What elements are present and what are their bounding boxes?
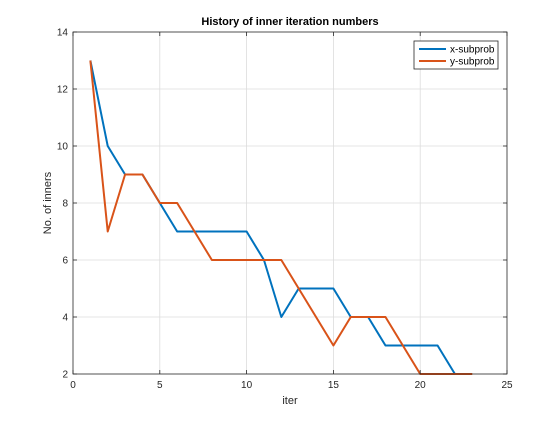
y-tick-label: 14: [57, 28, 69, 39]
ticks: 0 5 10 15 20 25 2 4 6 8 10 12 14: [57, 28, 513, 392]
x-tick-label: 5: [157, 380, 163, 391]
y-axis-label: No. of inners: [42, 171, 54, 234]
grid: [73, 32, 507, 374]
y-tick-label: 12: [57, 85, 69, 96]
legend: x-subprob y-subprob: [413, 40, 499, 70]
legend-box: [413, 40, 499, 70]
y-tick-label: 8: [62, 199, 68, 210]
y-tick-label: 10: [57, 142, 69, 153]
y-tick-label: 2: [62, 370, 68, 381]
series-layer: [89, 60, 473, 375]
x-tick-label: 20: [415, 380, 427, 391]
y-tick-label: 4: [62, 313, 68, 324]
chart-title: History of inner iteration numbers: [201, 16, 378, 28]
y-tick-label: 6: [62, 256, 68, 267]
x-axis-label: iter: [282, 395, 298, 407]
x-tick-label: 15: [328, 380, 340, 391]
legend-label-x-subprob: x-subprob: [450, 45, 495, 56]
x-tick-label: 10: [241, 380, 253, 391]
x-tick-label: 0: [70, 380, 76, 391]
x-tick-label: 25: [501, 380, 513, 391]
legend-label-y-subprob: y-subprob: [450, 57, 495, 68]
series-line-y-subprob: [89, 60, 473, 375]
